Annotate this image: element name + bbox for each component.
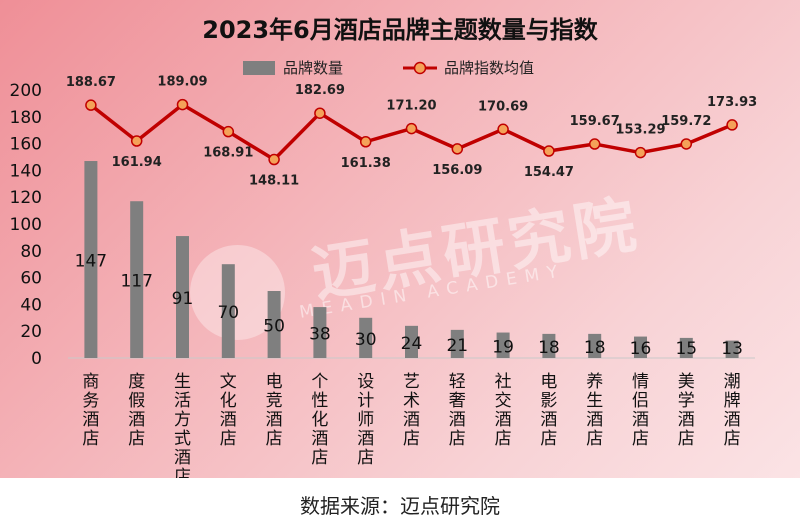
x-tick-label: 电影酒店 xyxy=(540,372,557,449)
x-tick-label: 情侣酒店 xyxy=(632,372,649,449)
bar xyxy=(725,340,739,358)
line-point xyxy=(497,123,509,136)
x-tick-label: 设计师酒店 xyxy=(357,372,374,468)
line-data-label: 159.72 xyxy=(661,114,711,129)
bar-data-label: 30 xyxy=(355,330,377,350)
line-data-label: 182.69 xyxy=(295,83,345,98)
bar-data-label: 91 xyxy=(172,289,194,309)
line-data-label: 189.09 xyxy=(157,75,207,90)
bar xyxy=(176,236,189,358)
y-tick-label: 80 xyxy=(20,242,42,262)
bar-data-label: 18 xyxy=(584,338,606,358)
x-tick-label: 潮牌酒店 xyxy=(724,372,741,449)
bar xyxy=(679,337,693,358)
chart-title: 2023年6月酒店品牌主题数量与指数 xyxy=(202,16,598,44)
x-tick-label: 生活方式酒店 xyxy=(174,372,191,478)
line-point xyxy=(268,153,280,166)
line-point xyxy=(314,107,326,119)
y-tick-label: 180 xyxy=(10,108,42,128)
line-point xyxy=(222,125,235,138)
bar-data-label: 15 xyxy=(675,339,697,359)
legend-swatch-bar xyxy=(243,61,275,75)
line-point xyxy=(451,143,464,155)
x-tick-label: 社交酒店 xyxy=(495,372,512,449)
y-tick-label: 160 xyxy=(10,135,42,155)
line-data-label: 173.93 xyxy=(707,95,757,110)
bar-data-label: 13 xyxy=(721,339,743,359)
bar-data-label: 16 xyxy=(630,339,652,359)
line-data-label: 154.47 xyxy=(524,165,574,180)
y-tick-label: 100 xyxy=(10,215,42,235)
bar-data-label: 70 xyxy=(217,303,239,323)
y-tick-label: 200 xyxy=(10,81,42,101)
line-point xyxy=(634,146,647,159)
bar-data-label: 38 xyxy=(309,325,331,345)
x-tick-label: 艺术酒店 xyxy=(403,372,420,449)
line-point xyxy=(543,145,555,157)
line-point xyxy=(85,99,97,111)
x-tick-label: 个性化酒店 xyxy=(311,372,328,468)
line-point xyxy=(405,122,418,135)
line-data-label: 168.91 xyxy=(203,146,253,161)
line-point xyxy=(680,138,693,150)
line-data-label: 156.09 xyxy=(432,163,482,178)
line-data-label: 148.11 xyxy=(249,174,299,189)
legend-label-line: 品牌指数均值 xyxy=(444,59,534,77)
chart-card: 迈点研究院 MEADIN ACADEMY 2023年6月酒店品牌主题数量与指数品… xyxy=(0,0,800,478)
x-tick-label: 养生酒店 xyxy=(586,372,603,449)
x-tick-label: 电竞酒店 xyxy=(266,372,283,449)
line-point xyxy=(588,138,601,150)
line-point xyxy=(726,119,738,131)
bar xyxy=(634,336,647,358)
line-data-label: 161.94 xyxy=(112,155,162,170)
y-tick-label: 120 xyxy=(10,188,42,208)
line-point xyxy=(359,136,372,148)
bar-data-label: 18 xyxy=(538,338,560,358)
bar xyxy=(450,329,464,358)
y-tick-label: 20 xyxy=(20,322,42,342)
line-data-label: 159.67 xyxy=(570,114,620,129)
y-tick-label: 40 xyxy=(20,295,42,315)
source-note: 数据来源：迈点研究院 xyxy=(300,494,500,518)
line-data-label: 188.67 xyxy=(66,75,116,90)
bar xyxy=(84,161,98,358)
bar-data-label: 50 xyxy=(263,317,285,337)
line-data-label: 161.38 xyxy=(341,156,391,171)
bar-data-label: 117 xyxy=(120,272,152,292)
line-data-label: 153.29 xyxy=(615,123,665,138)
bar-data-label: 24 xyxy=(401,334,423,354)
bar-data-label: 21 xyxy=(446,336,468,356)
legend-marker-line xyxy=(413,61,427,75)
bar xyxy=(496,332,510,358)
y-tick-label: 140 xyxy=(10,161,42,181)
line-data-label: 170.69 xyxy=(478,99,528,114)
bar xyxy=(130,201,144,358)
bar xyxy=(542,333,556,358)
line-data-label: 171.20 xyxy=(386,99,436,114)
bar-data-label: 147 xyxy=(75,252,107,272)
x-tick-label: 文化酒店 xyxy=(220,372,237,449)
bar xyxy=(221,264,235,358)
y-tick-label: 60 xyxy=(20,269,42,289)
legend-label-bar: 品牌数量 xyxy=(283,59,343,77)
x-tick-label: 度假酒店 xyxy=(128,372,145,449)
x-tick-label: 商务酒店 xyxy=(82,372,99,449)
y-tick-label: 0 xyxy=(31,349,42,369)
bar xyxy=(405,325,418,358)
bar xyxy=(359,317,373,358)
line-point xyxy=(130,135,143,147)
bar xyxy=(588,333,602,358)
bar-data-label: 19 xyxy=(492,337,514,357)
bar xyxy=(313,307,327,358)
line-point xyxy=(176,98,189,111)
x-tick-label: 美学酒店 xyxy=(678,372,695,449)
bar xyxy=(267,291,281,358)
x-tick-label: 轻奢酒店 xyxy=(449,372,466,449)
